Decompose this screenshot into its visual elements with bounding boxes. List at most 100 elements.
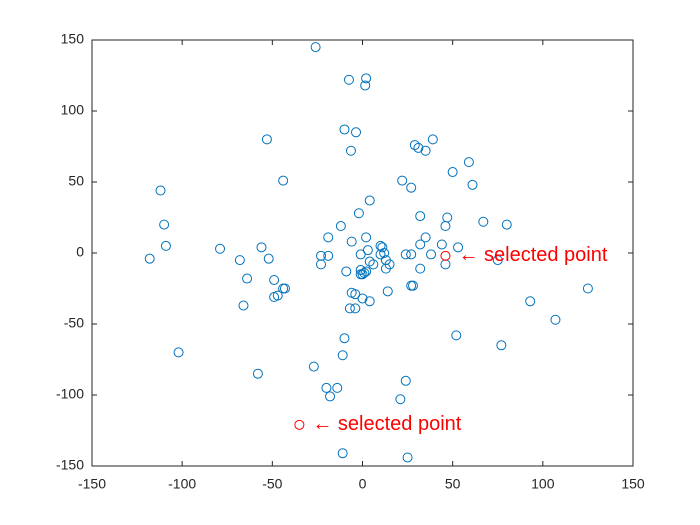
point — [353, 208, 364, 219]
point — [362, 245, 373, 256]
point — [350, 289, 361, 300]
point — [325, 391, 336, 402]
annotation: ← selected point — [312, 413, 461, 435]
point — [413, 142, 424, 153]
point — [308, 361, 319, 372]
point — [406, 182, 417, 193]
y-tick-label: -150 — [56, 457, 84, 473]
point — [321, 382, 332, 393]
point — [364, 296, 375, 307]
point — [310, 42, 321, 53]
point — [492, 255, 503, 266]
point — [478, 216, 489, 227]
point — [242, 273, 253, 284]
point — [269, 292, 280, 303]
x-tick-label: -50 — [262, 476, 282, 492]
point — [550, 314, 561, 325]
point — [364, 195, 375, 206]
point — [377, 242, 388, 253]
point — [361, 232, 372, 243]
point — [582, 283, 593, 294]
point — [160, 240, 171, 251]
point — [332, 382, 343, 393]
point — [261, 134, 272, 145]
point — [269, 274, 280, 285]
point — [335, 221, 346, 232]
point — [316, 259, 327, 270]
point — [415, 211, 426, 222]
point — [525, 296, 536, 307]
point — [447, 167, 458, 178]
point — [415, 263, 426, 274]
point — [496, 340, 507, 351]
point — [351, 127, 362, 138]
point — [360, 80, 371, 91]
point — [427, 134, 438, 145]
point — [323, 232, 334, 243]
point — [337, 350, 348, 361]
point — [155, 185, 166, 196]
point — [420, 145, 431, 156]
point — [238, 300, 249, 311]
point — [263, 253, 274, 264]
point — [406, 249, 417, 260]
point — [144, 253, 155, 264]
point — [407, 280, 418, 291]
point — [234, 255, 245, 266]
x-tick-label: 150 — [621, 476, 645, 492]
point — [409, 140, 420, 151]
point — [382, 286, 393, 297]
point — [323, 250, 334, 261]
point — [400, 249, 411, 260]
point — [451, 330, 462, 341]
point — [294, 419, 305, 430]
point — [346, 236, 357, 247]
point — [173, 347, 184, 358]
point — [355, 269, 366, 280]
point — [380, 255, 391, 266]
x-tick-label: -100 — [168, 476, 196, 492]
point — [355, 265, 366, 276]
point — [453, 242, 464, 253]
annotation: ← selected point — [458, 244, 607, 266]
point — [345, 145, 356, 156]
point — [278, 175, 289, 186]
point — [361, 266, 372, 277]
y-tick-label: -100 — [56, 386, 84, 402]
point — [256, 242, 267, 253]
point — [436, 239, 447, 250]
point — [357, 293, 368, 304]
point — [278, 283, 289, 294]
point — [397, 175, 408, 186]
point — [344, 303, 355, 314]
point — [355, 249, 366, 260]
point — [415, 239, 426, 250]
point — [364, 256, 375, 267]
point — [350, 303, 361, 314]
point — [440, 221, 451, 232]
point — [368, 259, 379, 270]
point — [395, 394, 406, 405]
point — [400, 375, 411, 386]
point — [467, 179, 478, 190]
point — [252, 368, 263, 379]
point — [463, 157, 474, 168]
point — [440, 250, 451, 261]
axes-box — [91, 39, 634, 467]
x-tick-label: -150 — [78, 476, 106, 492]
point — [215, 243, 226, 254]
y-tick-label: 0 — [76, 244, 84, 260]
point — [341, 266, 352, 277]
x-tick-label: 0 — [359, 476, 367, 492]
point — [379, 248, 390, 258]
point — [159, 219, 170, 230]
point — [501, 219, 512, 230]
y-tick-label: 150 — [61, 31, 85, 47]
y-tick-label: -50 — [64, 315, 84, 331]
x-tick-label: 50 — [445, 476, 461, 492]
point — [426, 249, 437, 260]
point — [339, 124, 350, 135]
point — [337, 448, 348, 459]
point — [343, 74, 354, 85]
